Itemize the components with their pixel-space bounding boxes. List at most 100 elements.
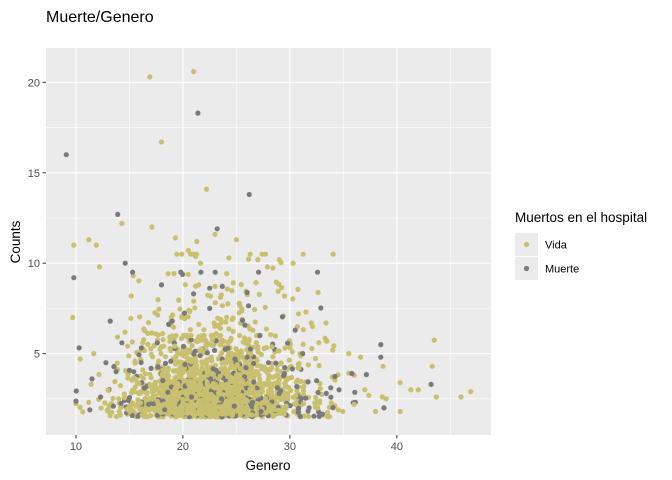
data-point-muerte [246,191,252,198]
data-point-vida [194,251,200,257]
data-point-vida [236,405,242,411]
data-point-vida [126,353,132,359]
legend: Muertos en el hospital Vida Muerte [515,210,647,280]
data-point-vida [117,383,124,389]
data-point-vida [278,360,284,366]
data-point-vida [114,334,121,340]
data-point-vida [230,280,236,286]
data-point-muerte [225,345,231,351]
data-point-vida [323,320,329,326]
data-point-muerte [245,303,252,309]
data-point-vida [194,238,200,245]
data-point-vida [96,264,103,270]
data-point-muerte [218,396,224,402]
data-point-vida [176,297,182,303]
data-point-vida [182,316,188,322]
data-point-vida [335,407,341,413]
data-point-vida [264,367,270,373]
data-point-vida [263,345,270,351]
data-point-muerte [323,390,329,396]
data-point-vida [273,279,279,285]
data-point-vida [275,348,281,354]
data-point-muerte [71,275,77,281]
data-point-muerte [330,405,336,411]
data-point-vida [218,319,224,326]
data-point-vida [287,345,293,351]
data-point-vida [219,303,226,309]
data-point-vida [163,384,169,390]
data-point-vida [362,387,368,393]
data-point-muerte [243,365,249,371]
data-point-vida [155,297,161,303]
data-point-vida [212,231,218,237]
data-point-vida [159,390,166,397]
data-point-vida [172,386,178,392]
data-point-muerte [204,350,210,356]
data-point-vida [207,357,213,363]
data-point-muerte [316,409,322,415]
data-point-muerte [247,346,253,352]
data-point-vida [282,345,288,351]
data-point-vida [178,374,184,381]
data-point-vida [171,324,177,330]
data-point-vida [296,360,302,367]
data-point-muerte [207,305,213,311]
data-point-muerte [363,372,369,378]
data-point-muerte [181,310,188,316]
data-point-vida [121,391,127,397]
data-point-vida [199,365,205,371]
data-point-vida [283,403,289,409]
data-point-vida [224,286,230,292]
data-point-muerte [180,343,187,349]
x-tick-label: 40 [391,441,403,453]
data-point-muerte [336,387,342,393]
data-point-vida [229,288,235,294]
data-point-vida [201,332,207,339]
data-point-vida [132,384,138,390]
data-point-muerte [219,283,225,289]
data-point-vida [289,349,295,355]
data-point-vida [140,340,146,346]
data-point-vida [217,373,223,379]
data-point-vida [232,379,238,385]
data-point-vida [179,251,185,257]
data-point-vida [253,404,259,410]
data-point-vida [290,296,296,302]
data-point-vida [191,68,197,75]
data-point-vida [198,346,204,352]
data-point-vida [122,329,128,335]
data-point-vida [269,344,275,350]
data-point-vida [218,325,224,331]
data-point-vida [323,338,329,344]
data-point-vida [351,401,357,407]
data-point-vida [234,362,240,368]
data-point-muerte [318,305,324,311]
data-point-muerte [244,354,250,360]
data-point-vida [223,358,229,364]
data-point-vida [157,403,163,409]
data-point-vida [91,351,97,357]
data-point-vida [196,321,202,327]
data-point-vida [207,293,213,299]
data-point-vida [164,394,170,401]
data-point-vida [188,332,194,339]
data-point-muerte [126,395,133,401]
data-point-vida [237,366,243,372]
data-point-vida [236,376,242,382]
data-point-muerte [126,367,132,373]
data-point-vida [237,332,243,339]
data-point-muerte [158,282,165,288]
data-point-vida [171,379,177,385]
data-point-vida [156,306,162,312]
data-point-vida [300,401,307,407]
data-point-vida [133,376,139,382]
data-point-vida [188,359,194,365]
data-point-vida [181,388,188,395]
data-point-vida [218,340,224,346]
data-point-vida [191,373,197,379]
data-point-vida [136,381,142,387]
data-point-vida [315,405,321,411]
y-tick-label: 5 [34,349,40,361]
data-point-vida [228,364,234,370]
